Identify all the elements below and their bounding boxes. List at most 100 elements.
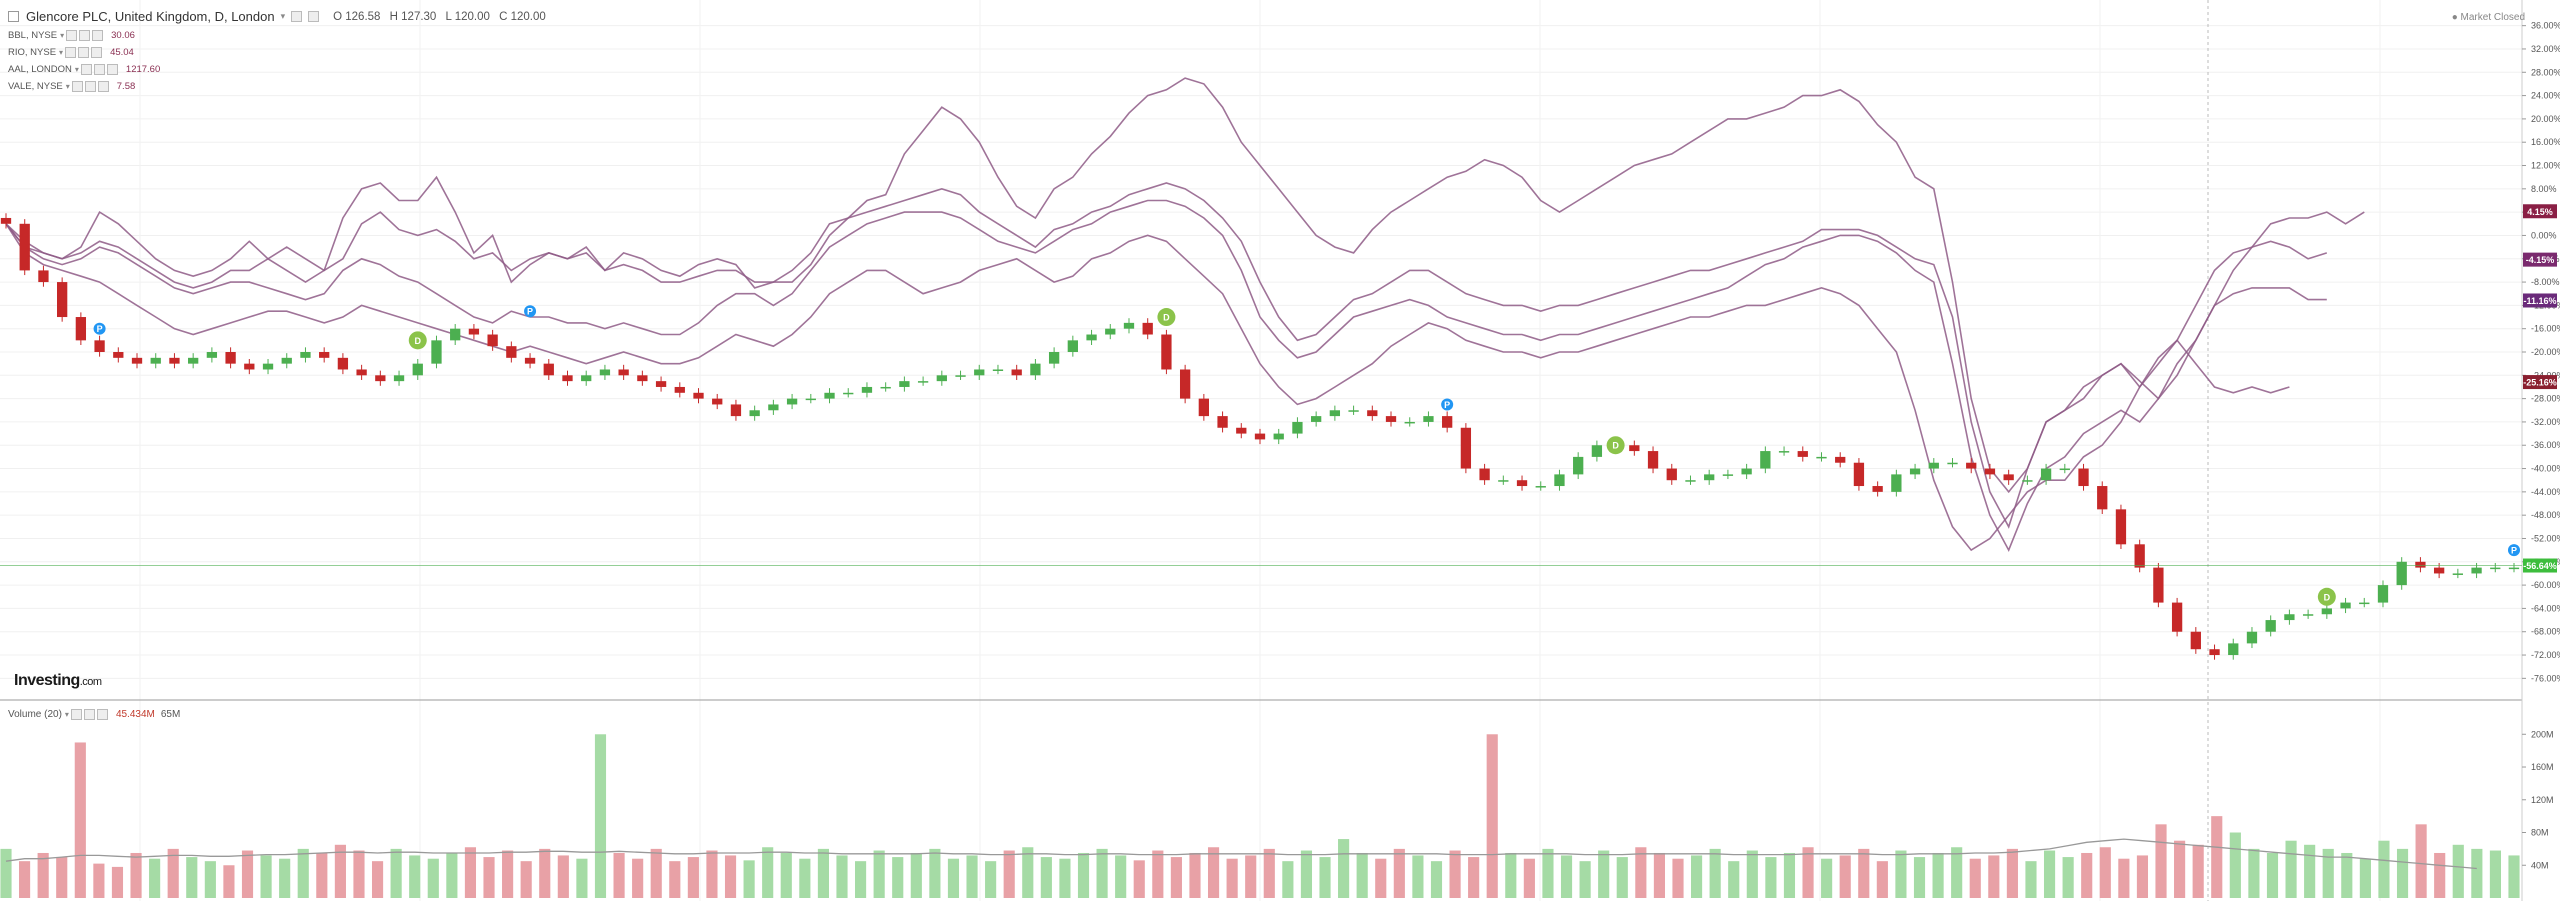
- close-icon[interactable]: [96, 709, 108, 720]
- candle-body: [1554, 474, 1565, 487]
- chevron-down-icon[interactable]: ▾: [64, 710, 69, 719]
- candle-body: [749, 410, 760, 417]
- volume-bar: [297, 848, 309, 898]
- candle-body: [637, 375, 648, 382]
- candle-body: [468, 328, 480, 335]
- volume-bar: [2378, 840, 2390, 898]
- candle-body: [524, 357, 536, 364]
- settings-icon[interactable]: [84, 81, 96, 92]
- comparison-label[interactable]: VALE, NYSE: [8, 81, 63, 92]
- candle-body: [730, 404, 742, 417]
- volume-bar: [1839, 855, 1851, 898]
- badge-letter: P: [97, 324, 103, 334]
- comparison-row[interactable]: RIO, NYSE ▾ 45.04: [8, 47, 134, 58]
- volume-bar: [279, 858, 291, 898]
- logo-suffix: .com: [79, 676, 102, 688]
- chevron-down-icon[interactable]: ▾: [280, 11, 286, 21]
- volume-value: 45.434M: [115, 709, 155, 720]
- volume-bar: [1579, 861, 1591, 898]
- volume-bar: [1430, 861, 1443, 898]
- close-icon[interactable]: [106, 64, 118, 75]
- y-tick-label: -32.00%: [2531, 417, 2560, 427]
- volume-bar: [1356, 852, 1368, 898]
- volume-bar: [1709, 848, 1721, 898]
- candle-body: [412, 363, 423, 376]
- candle-body: [1142, 322, 1153, 335]
- settings-icon[interactable]: [93, 64, 105, 75]
- volume-axis-ticks: 200M 160M 120M 80M 40M: [2522, 729, 2554, 870]
- comparison-label[interactable]: BBL, NYSE: [8, 30, 58, 41]
- volume-bar: [2322, 848, 2334, 898]
- comparison-row[interactable]: VALE, NYSE ▾ 7.58: [8, 81, 135, 92]
- candle-body: [1966, 462, 1977, 469]
- close-icon[interactable]: [92, 30, 104, 41]
- candle-body: [618, 369, 629, 376]
- settings-icon[interactable]: [83, 709, 95, 720]
- comparison-row[interactable]: AAL, LONDON ▾ 1217.60: [8, 64, 160, 75]
- settings-icon[interactable]: [79, 30, 91, 41]
- candle-body: [2359, 602, 2370, 605]
- volume-bar: [2341, 852, 2353, 898]
- volume-bar: [483, 857, 495, 898]
- chevron-down-icon[interactable]: ▾: [59, 48, 64, 57]
- eye-icon[interactable]: [70, 709, 82, 720]
- eye-icon[interactable]: [65, 47, 77, 58]
- candle-body: [880, 386, 891, 389]
- volume-legend[interactable]: Volume (20) ▾ 45.434M 65M: [8, 709, 180, 720]
- close-icon[interactable]: [97, 81, 109, 92]
- candle-body: [393, 375, 405, 382]
- volume-bar: [1932, 852, 1944, 898]
- volume-bar: [1486, 734, 1498, 898]
- volume-bar: [1802, 847, 1814, 898]
- y-tick-label: 32.00%: [2531, 44, 2560, 54]
- eye-icon[interactable]: [80, 64, 92, 75]
- chevron-down-icon[interactable]: ▾: [65, 82, 70, 91]
- candle-body: [1498, 480, 1509, 482]
- volume-bar: [2136, 855, 2149, 898]
- volume-bar: [390, 848, 402, 898]
- comparison-label[interactable]: AAL, LONDON: [8, 64, 72, 75]
- badge-letter: P: [2511, 546, 2517, 556]
- candle-body: [319, 352, 330, 358]
- volume-bar: [2118, 858, 2130, 898]
- candle-body: [1460, 427, 1472, 469]
- volume-bar: [1653, 852, 1665, 898]
- eye-icon[interactable]: [66, 30, 78, 41]
- candle-body: [2415, 561, 2426, 568]
- collapse-icon[interactable]: [8, 11, 19, 22]
- chevron-down-icon[interactable]: ▾: [60, 31, 65, 40]
- eye-icon[interactable]: [291, 11, 303, 22]
- end-label-text: -11.16%: [2523, 296, 2556, 306]
- volume-bar: [1338, 839, 1350, 898]
- volume-bar: [1746, 850, 1758, 898]
- comparison-value: 45.04: [110, 47, 134, 58]
- comparison-row[interactable]: BBL, NYSE ▾ 30.06: [8, 30, 135, 41]
- volume-bar: [149, 858, 161, 898]
- volume-label[interactable]: Volume (20): [8, 709, 62, 720]
- candle-body: [300, 352, 311, 358]
- candle-body: [1217, 416, 1228, 428]
- candle-body: [974, 369, 985, 376]
- volume-bar: [1282, 861, 1294, 898]
- candle-body: [2190, 631, 2201, 650]
- candle-body: [244, 363, 255, 370]
- candle-body: [188, 357, 199, 364]
- candle-body: [2433, 567, 2445, 574]
- volume-bar: [1263, 848, 1275, 898]
- instrument-title[interactable]: Glencore PLC, United Kingdom, D, London: [26, 9, 275, 24]
- volume-bar: [557, 855, 569, 898]
- volume-bar: [1133, 860, 1145, 898]
- candle-body: [2059, 468, 2070, 471]
- comparison-label[interactable]: RIO, NYSE: [8, 47, 57, 58]
- chevron-down-icon[interactable]: ▾: [74, 65, 79, 74]
- candle-body: [2171, 602, 2183, 632]
- volume-bar: [892, 857, 904, 898]
- eye-icon[interactable]: [71, 81, 83, 92]
- ohlc-values: O 126.58 H 127.30 L 120.00 C 120.00: [333, 11, 552, 23]
- candle-body: [1591, 445, 1603, 457]
- settings-icon[interactable]: [78, 47, 90, 58]
- settings-icon[interactable]: [308, 11, 320, 22]
- close-icon[interactable]: [91, 47, 103, 58]
- volume-bar: [706, 850, 718, 898]
